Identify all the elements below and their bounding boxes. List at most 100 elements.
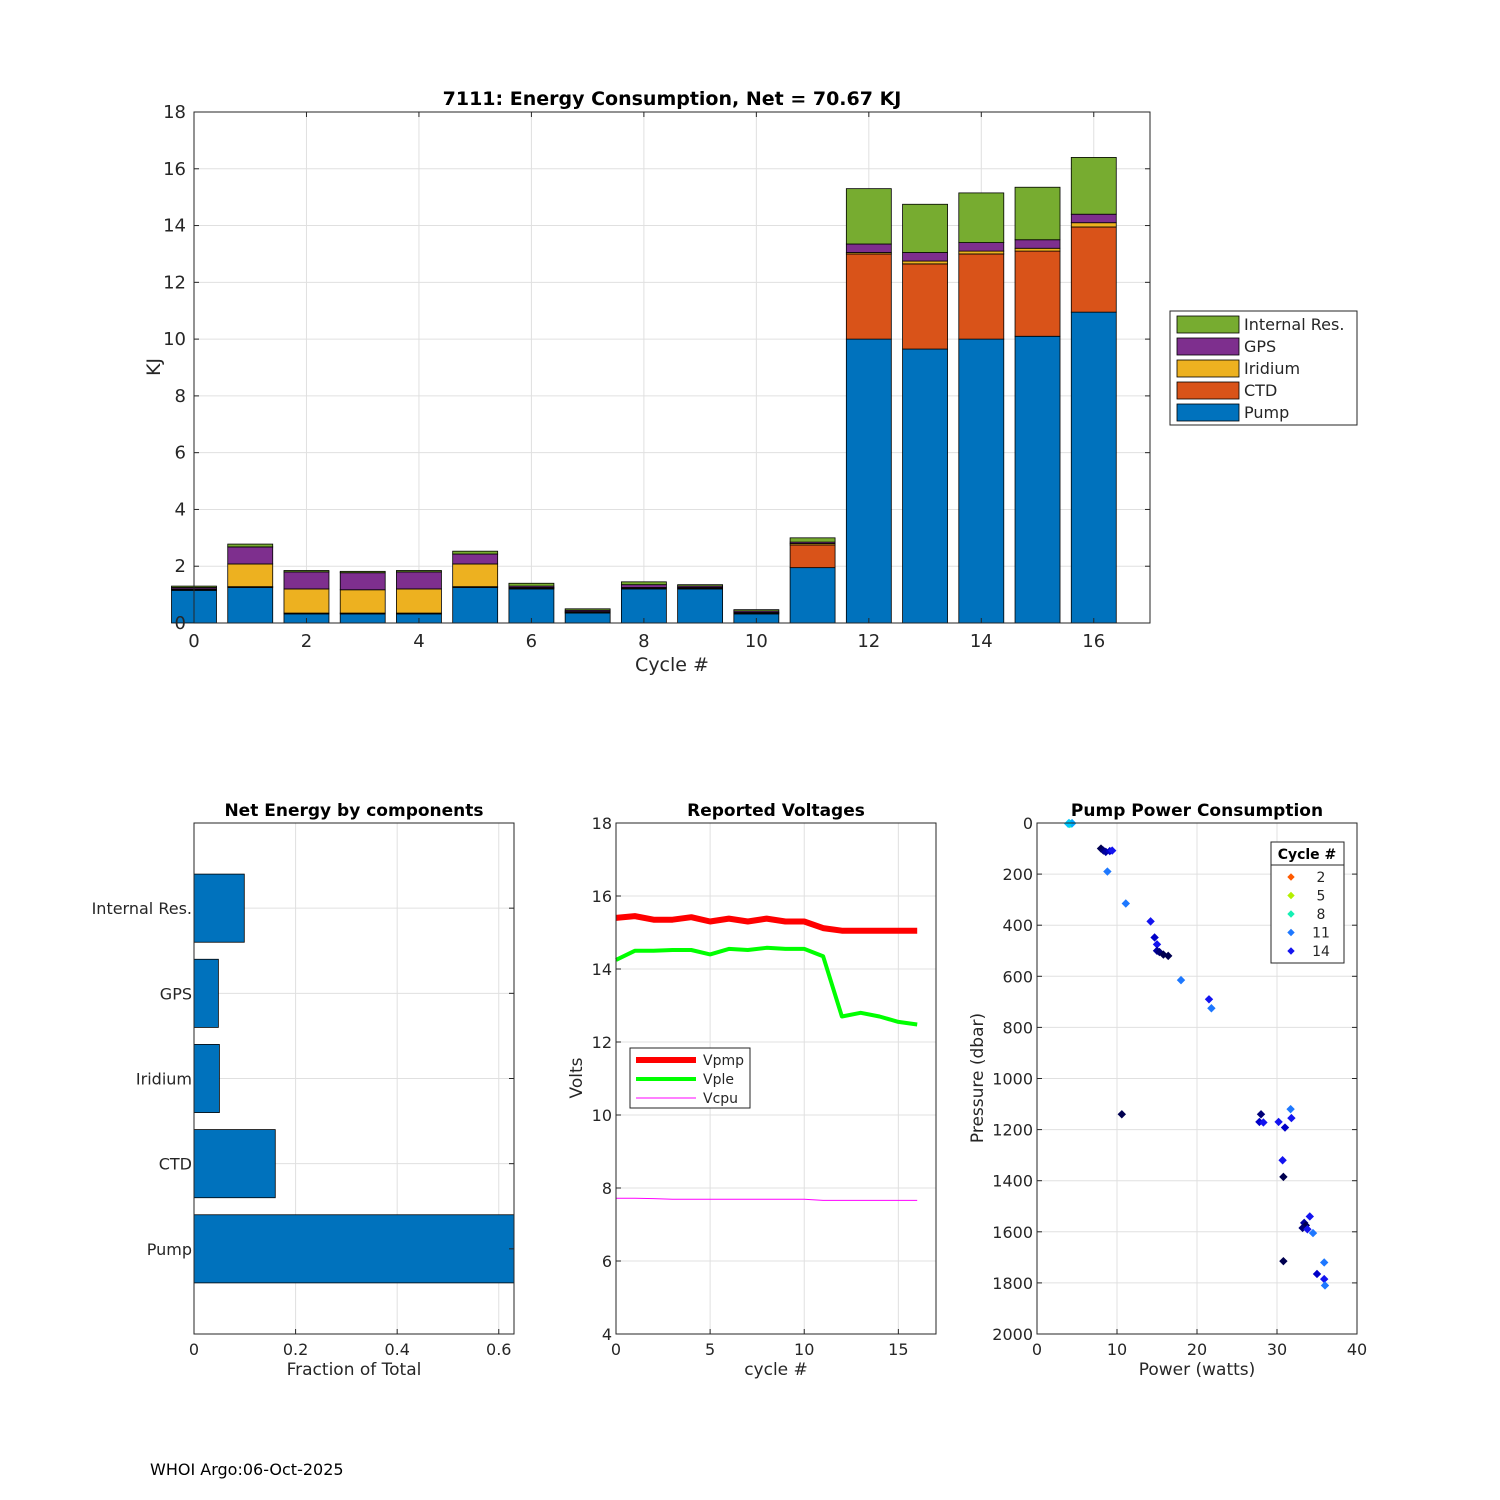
legend-swatch-ctd: [1176, 381, 1240, 400]
pump-x-tick-label: 10: [1107, 1340, 1127, 1359]
pump-scatter-point: [1103, 867, 1112, 876]
energy-chart-title: 7111: Energy Consumption, Net = 70.67 KJ: [443, 88, 902, 110]
energy-x-tick-label: 6: [526, 631, 537, 652]
energy-bar-gps-cycle-13: [902, 252, 948, 262]
energy-y-tick-label: 18: [163, 102, 186, 123]
energy-bar-gps-cycle-12: [845, 243, 892, 253]
components-ticks: 0 0.2 0.4 0.6 Pump CTD Iridium GPS Internal Res.: [92, 899, 514, 1359]
energy-bar-iridium-cycle-15: [1014, 247, 1061, 252]
components-chart-title: Net Energy by components: [224, 801, 483, 821]
voltages-x-tick-label: 10: [794, 1340, 814, 1359]
energy-bar-iridium-cycle-5: [452, 563, 499, 588]
pump-scatter-point: [1305, 1212, 1315, 1221]
pump-legend-marker: [1287, 891, 1295, 900]
pump-scatter-point: [1121, 899, 1131, 908]
voltages-legend: Vpmp Vple Vcpu: [629, 1047, 751, 1109]
voltages-axes-box: [615, 822, 937, 1335]
pump-y-tick-label: 1200: [992, 1121, 1033, 1140]
voltages-line-vpmp: [615, 913, 918, 934]
energy-bar-pump-cycle-11: [789, 567, 836, 624]
pump-scatter-point: [1155, 947, 1164, 957]
pump-legend: Cycle # 2 5 8 11 14: [1270, 841, 1345, 964]
energy-x-tick-label: 8: [638, 631, 649, 652]
voltages-x-tick-label: 0: [611, 1340, 621, 1359]
energy-bar-iridium-cycle-1: [227, 563, 274, 588]
energy-bar-ctd-cycle-11: [789, 544, 836, 569]
energy-bar-ctd-cycle-12: [845, 253, 892, 340]
energy-bar-internal-cycle-9: [677, 584, 724, 587]
pump-scatter-point: [1176, 975, 1186, 985]
pump-legend-label: 14: [1312, 944, 1330, 960]
energy-consumption-chart: 7111: Energy Consumption, Net = 70.67 KJ…: [143, 88, 1358, 676]
energy-bar-iridium-cycle-2: [283, 588, 330, 614]
pump-legend-marker: [1287, 928, 1295, 937]
components-bar-iridium: [193, 1044, 220, 1113]
components-category-label: Pump: [147, 1240, 192, 1259]
legend-label-ctd: CTD: [1244, 381, 1277, 400]
pump-y-tick-label: 1000: [992, 1070, 1033, 1089]
pump-scatter-point: [1312, 1269, 1322, 1279]
energy-x-tick-label: 0: [188, 631, 199, 652]
pump-scatter-point: [1286, 1104, 1295, 1114]
energy-bar-gps-cycle-1: [227, 546, 274, 565]
pump-legend-marker: [1287, 947, 1295, 955]
components-x-tick-label: 0.2: [283, 1340, 308, 1359]
energy-bar-gps-cycle-8: [620, 584, 667, 588]
energy-bar-pump-cycle-9: [677, 588, 724, 624]
pump-scatter-point: [1308, 1228, 1318, 1238]
voltages-line-vcpu: [616, 1197, 918, 1201]
energy-bar-iridium-cycle-13: [902, 260, 948, 265]
pump-scatter-point: [1319, 1274, 1329, 1284]
voltages-chart-title: Reported Voltages: [687, 801, 865, 821]
energy-y-tick-label: 14: [163, 216, 186, 237]
voltages-y-label: Volts: [567, 1057, 587, 1098]
pump-y-tick-label: 1400: [992, 1172, 1033, 1191]
pump-legend-title: Cycle #: [1278, 847, 1337, 863]
voltages-x-tick-label: 15: [888, 1340, 908, 1359]
energy-bar-internal-cycle-2: [283, 570, 330, 573]
energy-x-tick-label: 4: [413, 631, 424, 652]
pump-y-tick-label: 1600: [992, 1223, 1033, 1242]
voltages-x-tick-label: 5: [705, 1340, 715, 1359]
energy-bar-iridium-cycle-16: [1070, 222, 1117, 228]
pump-scatter-point: [1256, 1110, 1266, 1119]
energy-bar-pump-cycle-8: [620, 588, 667, 624]
pump-scatter-point: [1159, 950, 1168, 959]
energy-bar-iridium-cycle-3: [339, 589, 386, 614]
legend-swatch-iridium: [1176, 359, 1240, 378]
pump-y-tick-label: 800: [1002, 1018, 1033, 1037]
pump-chart-title: Pump Power Consumption: [1071, 801, 1323, 821]
energy-x-tick-label: 16: [1082, 631, 1105, 652]
pump-power-chart: Pump Power Consumption 0 10 20 30 4002004006…: [968, 801, 1367, 1380]
legend-swatch-pump: [1176, 403, 1240, 422]
energy-bar-gps-cycle-5: [452, 553, 499, 565]
components-bar-internal-res-: [193, 873, 245, 943]
energy-bar-pump-cycle-5: [452, 587, 499, 624]
components-bar-gps: [193, 958, 219, 1028]
energy-bar-pump-cycle-1: [227, 587, 274, 624]
energy-bar-internal-cycle-7: [564, 608, 611, 611]
voltages-line-vple: [615, 945, 918, 1027]
components-bar-pump: [193, 1214, 515, 1284]
legend-label-vple: Vple: [703, 1072, 734, 1088]
energy-bar-gps-cycle-4: [396, 571, 442, 590]
voltages-x-label: cycle #: [744, 1360, 808, 1380]
pump-y-tick-label: 0: [1023, 814, 1033, 833]
energy-bar-iridium-cycle-14: [958, 250, 1005, 255]
pump-y-tick-label: 1800: [992, 1274, 1033, 1293]
pump-scatter-point: [1274, 1117, 1283, 1127]
voltages-y-tick-label: 14: [592, 960, 612, 979]
energy-bar-ctd-cycle-16: [1070, 226, 1117, 313]
energy-y-tick-label: 12: [163, 272, 186, 293]
legend-label-vpmp: Vpmp: [703, 1053, 744, 1069]
components-category-label: GPS: [160, 984, 192, 1003]
pump-ticks: 0 10 20 30 400200400600800100012001400160018…: [992, 814, 1367, 1359]
energy-bar-internal-cycle-10: [733, 609, 780, 612]
legend-swatch-gps: [1176, 337, 1240, 356]
pump-scatter-point: [1319, 1258, 1329, 1267]
energy-y-tick-label: 6: [175, 443, 186, 464]
energy-bar-internal-cycle-4: [396, 570, 442, 573]
legend-label-iridium: Iridium: [1244, 359, 1300, 378]
energy-y-tick-label: 16: [163, 159, 186, 180]
energy-bar-gps-cycle-16: [1070, 213, 1117, 224]
